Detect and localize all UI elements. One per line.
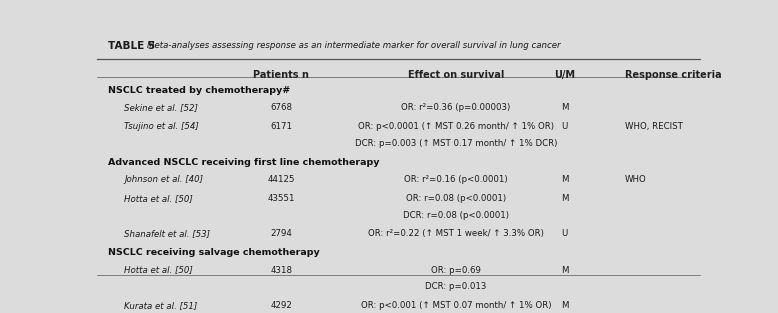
Text: U: U: [562, 122, 568, 131]
Text: OR: p=0.69: OR: p=0.69: [431, 265, 481, 275]
Text: Effect on survival: Effect on survival: [408, 70, 504, 80]
Text: DCR: p=0.013: DCR: p=0.013: [426, 282, 487, 291]
Text: OR: p<0.0001 (↑ MST 0.26 month/ ↑ 1% OR): OR: p<0.0001 (↑ MST 0.26 month/ ↑ 1% OR): [358, 122, 554, 131]
Text: Sekine et al. [52]: Sekine et al. [52]: [124, 103, 198, 112]
Text: OR: r²=0.16 (p<0.0001): OR: r²=0.16 (p<0.0001): [405, 175, 508, 184]
Text: WHO: WHO: [625, 175, 647, 184]
Text: 4318: 4318: [270, 265, 293, 275]
Text: M: M: [561, 103, 568, 112]
Text: Response criteria: Response criteria: [625, 70, 721, 80]
Text: NSCLC treated by chemotherapy#: NSCLC treated by chemotherapy#: [108, 86, 290, 95]
Text: Meta-analyses assessing response as an intermediate marker for overall survival : Meta-analyses assessing response as an i…: [147, 41, 561, 50]
Text: Patients n: Patients n: [253, 70, 309, 80]
Text: OR: p<0.001 (↑ MST 0.07 month/ ↑ 1% OR): OR: p<0.001 (↑ MST 0.07 month/ ↑ 1% OR): [361, 301, 552, 310]
Text: Hotta et al. [50]: Hotta et al. [50]: [124, 265, 193, 275]
Text: Tsujino et al. [54]: Tsujino et al. [54]: [124, 122, 199, 131]
Text: DCR: r=0.08 (p<0.0001): DCR: r=0.08 (p<0.0001): [403, 211, 509, 220]
Text: M: M: [561, 194, 568, 203]
Text: 6171: 6171: [270, 122, 293, 131]
Text: M: M: [561, 301, 568, 310]
Text: M: M: [561, 175, 568, 184]
Text: 43551: 43551: [268, 194, 295, 203]
Text: 4292: 4292: [270, 301, 292, 310]
Text: TABLE 5: TABLE 5: [108, 41, 156, 51]
Text: U: U: [562, 229, 568, 239]
Text: OR: r=0.08 (p<0.0001): OR: r=0.08 (p<0.0001): [406, 194, 506, 203]
Text: Hotta et al. [50]: Hotta et al. [50]: [124, 194, 193, 203]
Text: 44125: 44125: [268, 175, 295, 184]
Text: Advanced NSCLC receiving first line chemotherapy: Advanced NSCLC receiving first line chem…: [108, 157, 380, 167]
Text: Kurata et al. [51]: Kurata et al. [51]: [124, 301, 198, 310]
Text: OR: r²=0.22 (↑ MST 1 week/ ↑ 3.3% OR): OR: r²=0.22 (↑ MST 1 week/ ↑ 3.3% OR): [368, 229, 544, 239]
Text: OR: r²=0.36 (p=0.00003): OR: r²=0.36 (p=0.00003): [401, 103, 510, 112]
Text: DCR: p=0.003 (↑ MST 0.17 month/ ↑ 1% DCR): DCR: p=0.003 (↑ MST 0.17 month/ ↑ 1% DCR…: [355, 139, 557, 148]
Text: Johnson et al. [40]: Johnson et al. [40]: [124, 175, 203, 184]
Text: WHO, RECIST: WHO, RECIST: [625, 122, 683, 131]
Text: Shanafelt et al. [53]: Shanafelt et al. [53]: [124, 229, 210, 239]
Text: M: M: [561, 265, 568, 275]
Text: NSCLC receiving salvage chemotherapy: NSCLC receiving salvage chemotherapy: [108, 248, 320, 257]
Text: 2794: 2794: [270, 229, 292, 239]
Text: 6768: 6768: [270, 103, 293, 112]
Text: U/M: U/M: [554, 70, 575, 80]
